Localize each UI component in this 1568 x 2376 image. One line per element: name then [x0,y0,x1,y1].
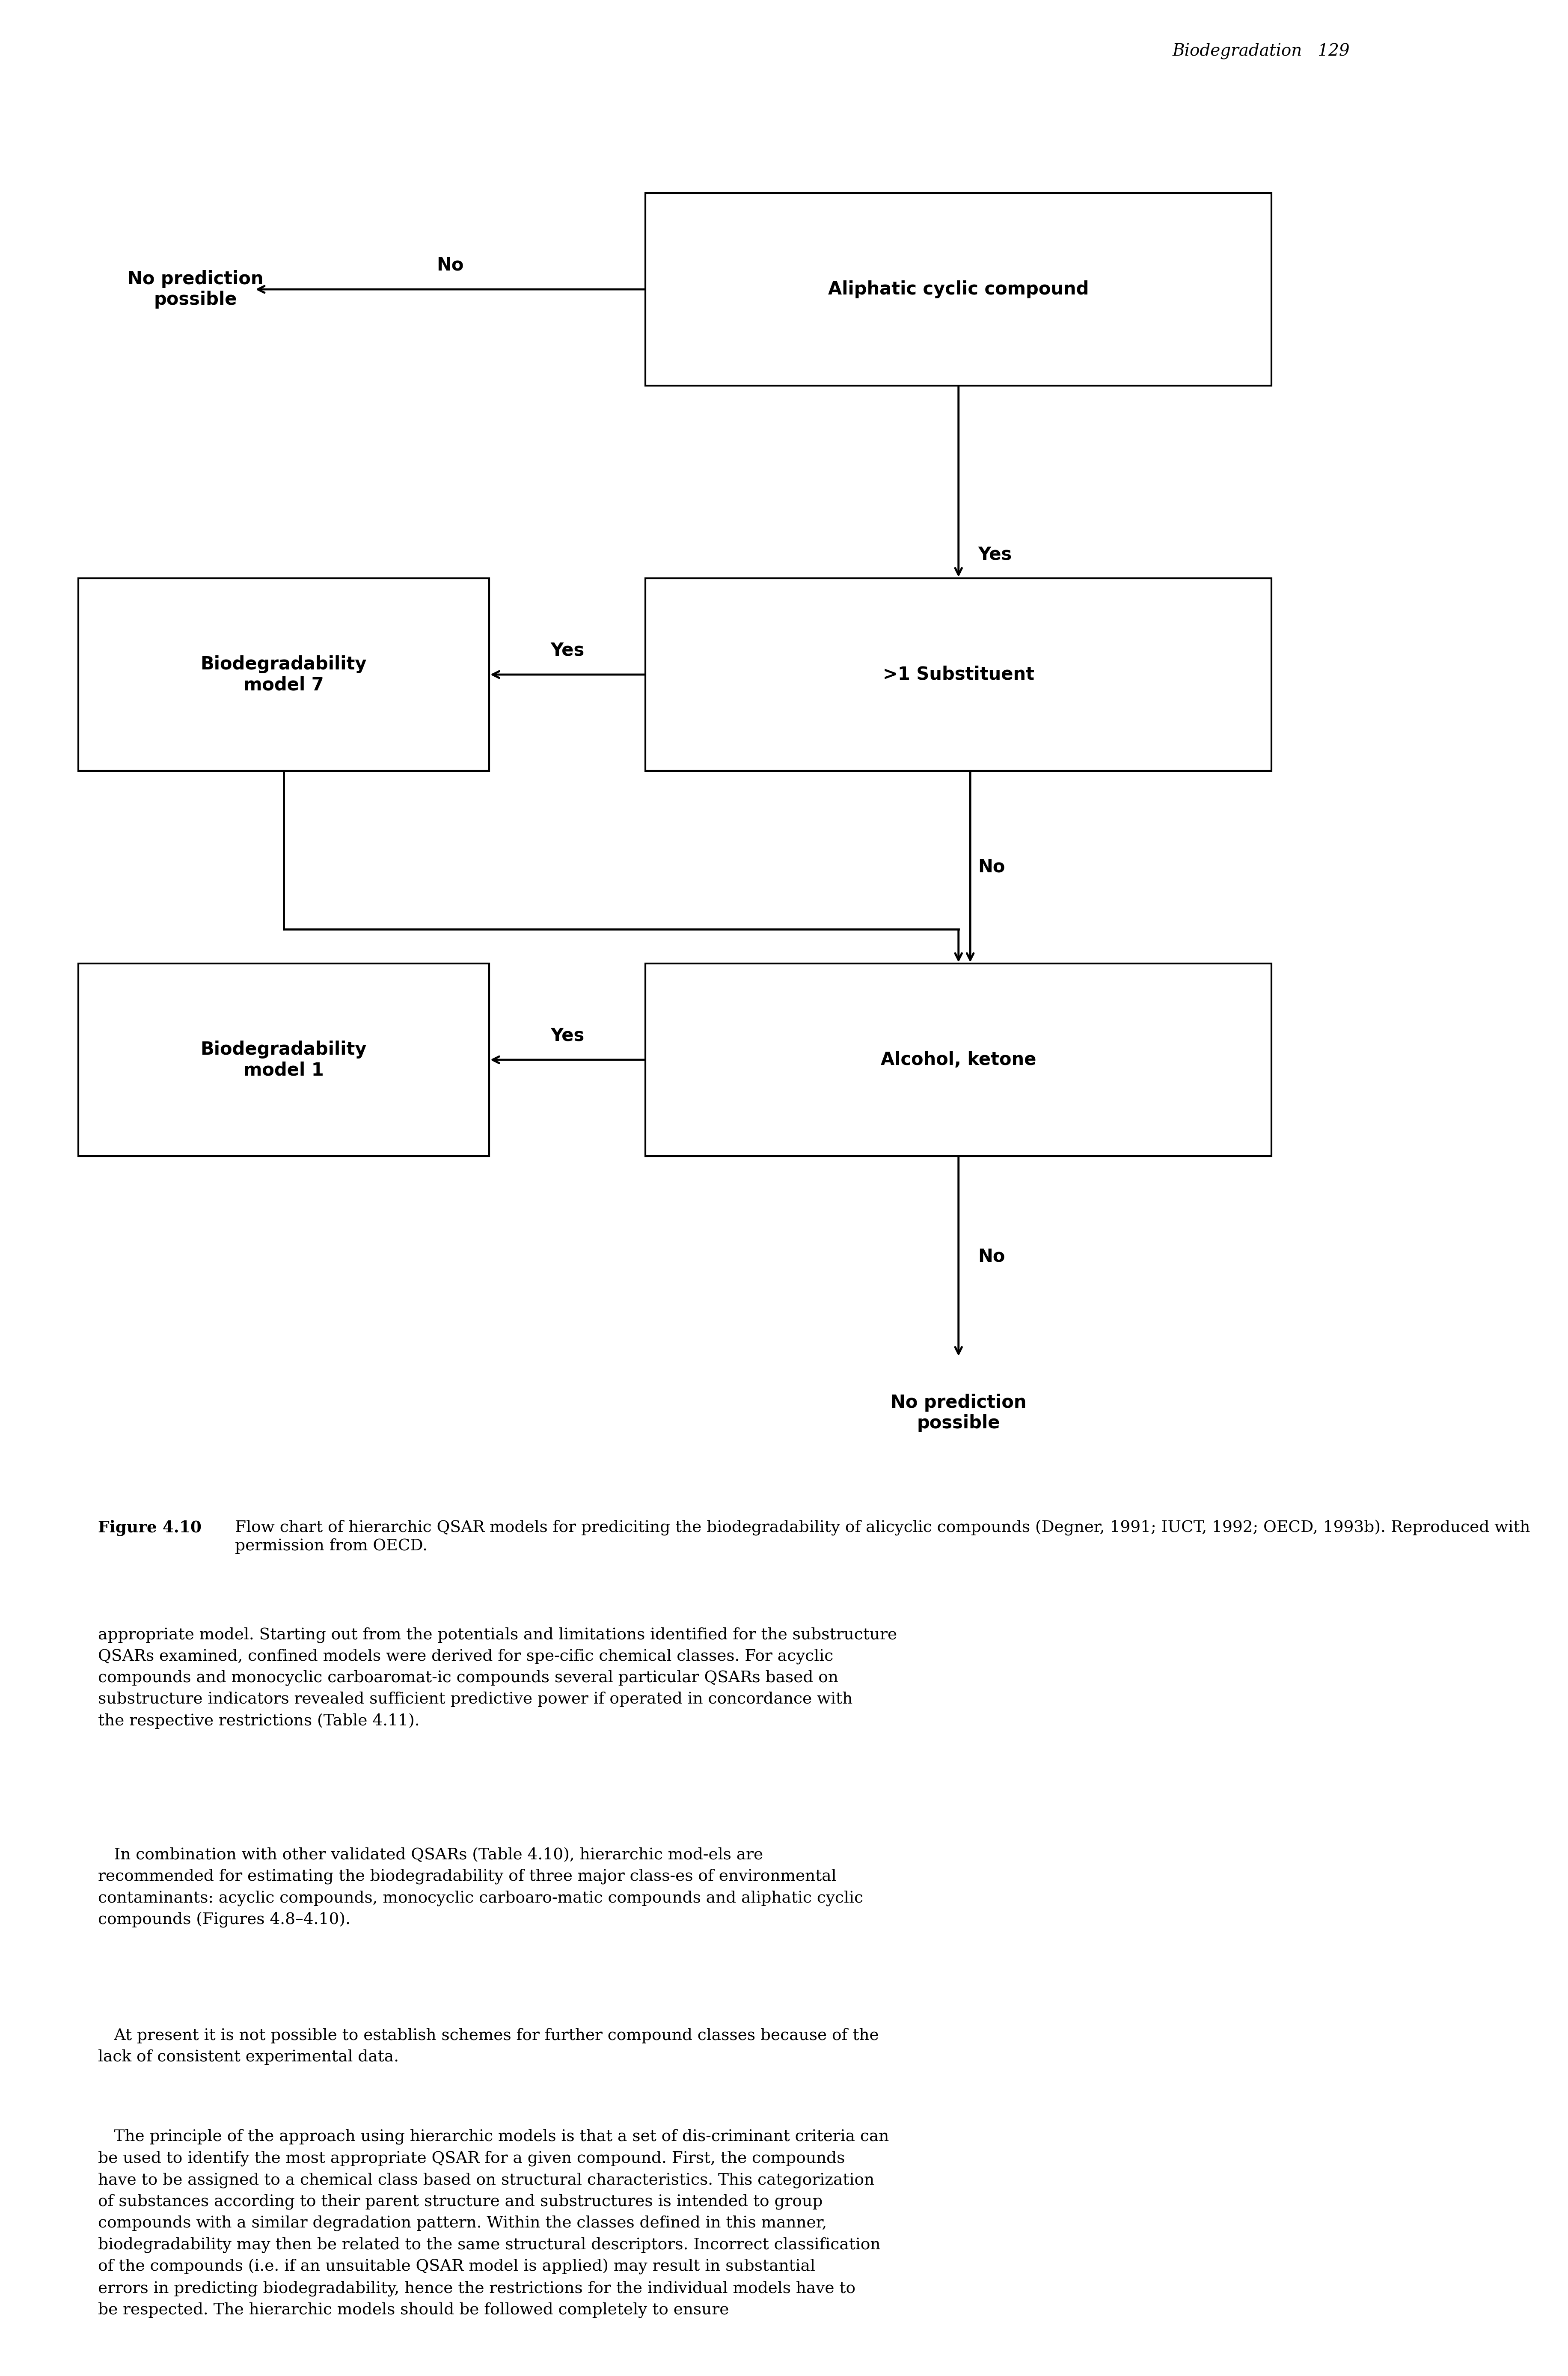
Text: No prediction
possible: No prediction possible [891,1395,1027,1433]
Text: Yes: Yes [550,642,585,661]
FancyBboxPatch shape [646,965,1272,1157]
Text: Yes: Yes [978,546,1011,563]
Text: Biodegradation   129: Biodegradation 129 [1173,43,1350,59]
FancyBboxPatch shape [78,965,489,1157]
Text: No: No [978,858,1005,877]
Text: No prediction
possible: No prediction possible [127,271,263,309]
Text: Alcohol, ketone: Alcohol, ketone [881,1050,1036,1069]
Text: No: No [436,257,464,273]
Text: Figure 4.10: Figure 4.10 [97,1521,201,1535]
Text: Yes: Yes [550,1026,585,1045]
FancyBboxPatch shape [646,577,1272,770]
Text: At present it is not possible to establish schemes for further compound classes : At present it is not possible to establi… [97,2029,878,2065]
Text: No: No [978,1247,1005,1266]
FancyBboxPatch shape [78,577,489,770]
Text: In combination with other validated QSARs (Table 4.10), hierarchic mod-els are
r: In combination with other validated QSAR… [97,1849,862,1927]
Text: Biodegradability
model 1: Biodegradability model 1 [201,1041,367,1079]
FancyBboxPatch shape [646,192,1272,385]
Text: appropriate model. Starting out from the potentials and limitations identified f: appropriate model. Starting out from the… [97,1628,897,1730]
Text: >1 Substituent: >1 Substituent [883,665,1035,684]
Text: The principle of the approach using hierarchic models is that a set of dis-crimi: The principle of the approach using hier… [97,2129,889,2319]
Text: Flow chart of hierarchic QSAR models for prediciting the biodegradability of ali: Flow chart of hierarchic QSAR models for… [235,1521,1530,1554]
Text: Biodegradability
model 7: Biodegradability model 7 [201,656,367,694]
Text: Aliphatic cyclic compound: Aliphatic cyclic compound [828,280,1088,299]
